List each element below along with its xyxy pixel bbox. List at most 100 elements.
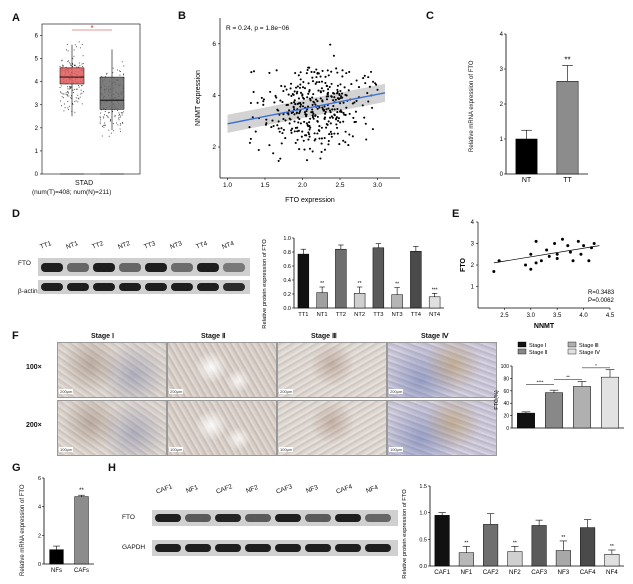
scatter-point — [319, 97, 322, 100]
bar — [507, 551, 523, 567]
jitter-point — [120, 112, 122, 114]
scatter-point — [338, 143, 341, 146]
jitter-point — [60, 100, 62, 102]
scatter-point — [332, 54, 335, 57]
panel-b-scatter: 1.0 1.5 2.0 2.5 3.0 2 4 6 R = 0.24, p = 1.8e−06 F… — [195, 18, 400, 204]
scatter-point — [333, 108, 336, 111]
scatter-point — [363, 116, 366, 119]
regression-line — [227, 92, 386, 125]
x-tick-label: TT3 — [373, 312, 383, 318]
scatter-point — [333, 132, 336, 135]
scatter-point — [248, 141, 251, 144]
lane-label: CAF4 — [335, 483, 354, 496]
y-tick-label: 40 — [503, 401, 509, 407]
scatter-point — [302, 81, 305, 84]
scatter-point — [277, 159, 280, 162]
x-tick-label: 2.5 — [500, 313, 509, 319]
panel-g-bar: 0 2 4 6 NFs CAFs ** — [38, 476, 94, 574]
jitter-point — [123, 73, 125, 75]
scatter-point — [294, 141, 297, 144]
scatter-point — [307, 92, 310, 95]
blot-band — [67, 283, 89, 291]
y-tick-label: 4 — [38, 505, 41, 511]
jitter-point — [63, 97, 65, 99]
lane-label: TT2 — [91, 240, 105, 251]
bar — [335, 248, 347, 309]
scatter-point — [329, 130, 332, 133]
scatter-point — [278, 130, 281, 133]
y-tick-label: 20 — [503, 414, 509, 420]
scatter-point — [299, 91, 303, 94]
jitter-point — [118, 115, 120, 117]
blot-band — [171, 283, 193, 291]
scatter-point — [284, 137, 287, 140]
y-tick-label: 3 — [500, 67, 504, 73]
scatter-point — [344, 141, 347, 144]
scatter-point — [320, 87, 323, 90]
scatter-point — [330, 132, 333, 136]
blot-band — [245, 544, 271, 552]
stage-column-label: Stage Ⅲ — [311, 333, 337, 340]
scatter-point — [316, 71, 319, 74]
y-tick-label: 5 — [35, 57, 39, 63]
bar — [604, 554, 620, 567]
jitter-point — [109, 118, 111, 120]
scatter-point — [311, 110, 314, 114]
scatter-point — [355, 79, 358, 82]
x-tick-label: CAF1 — [434, 569, 450, 576]
scatter-point — [339, 121, 342, 124]
bar — [573, 386, 591, 429]
ihc-micrograph — [167, 400, 277, 456]
scatter-point — [560, 237, 564, 241]
lane-label: TT3 — [143, 240, 157, 251]
scatter-point — [308, 135, 311, 138]
x-tick-label: NT2 — [354, 312, 365, 318]
scatter-point — [318, 137, 321, 140]
jitter-point — [104, 114, 106, 116]
scatter-point — [369, 70, 373, 73]
jitter-point — [74, 64, 76, 66]
panel-letter-h: H — [108, 462, 116, 474]
jitter-point — [62, 66, 64, 68]
jitter-point — [61, 60, 63, 62]
scatter-point — [327, 88, 330, 91]
jitter-point — [67, 100, 69, 102]
jitter-point — [122, 74, 124, 76]
y-tick-label: 0.8 — [283, 250, 291, 256]
panel-h-blot: CAF1 NF1 CAF2 NF2 CAF3 NF3 CAF4 NF4 FTO GAPDH — [122, 483, 428, 564]
scatter-point — [299, 102, 302, 105]
scatter-point — [332, 92, 335, 95]
scatter-point — [348, 112, 351, 115]
jitter-point — [117, 109, 119, 111]
ihc-micrograph — [277, 342, 387, 398]
y-tick-label: 3 — [471, 242, 475, 248]
scatter-point — [325, 126, 328, 129]
jitter-point — [81, 92, 83, 94]
blot-band — [335, 544, 361, 552]
scatter-point — [250, 71, 253, 74]
scatter-point — [321, 69, 324, 72]
scatter-point — [338, 92, 341, 96]
scatter-point — [262, 100, 265, 103]
scatter-point — [320, 142, 323, 145]
jitter-point — [112, 67, 114, 69]
blot-band — [93, 283, 115, 291]
scatter-point — [335, 123, 338, 126]
scatter-point — [330, 95, 333, 98]
scatter-point — [354, 110, 357, 113]
significance-label: ** — [79, 488, 84, 494]
bar — [601, 376, 619, 429]
y-tick-label: 60 — [503, 389, 509, 395]
scatter-point — [280, 142, 283, 145]
scatter-point — [306, 68, 309, 72]
scatter-point — [361, 104, 364, 107]
jitter-point — [61, 96, 63, 98]
y-tick-label: 4 — [212, 92, 216, 99]
bar — [483, 524, 499, 567]
scatter-point — [355, 99, 358, 102]
scatter-point — [319, 157, 322, 160]
jitter-point — [122, 121, 124, 123]
scatter-point — [307, 82, 310, 85]
legend-label: Stage Ⅰ — [529, 343, 547, 349]
scatter-point — [317, 89, 320, 92]
